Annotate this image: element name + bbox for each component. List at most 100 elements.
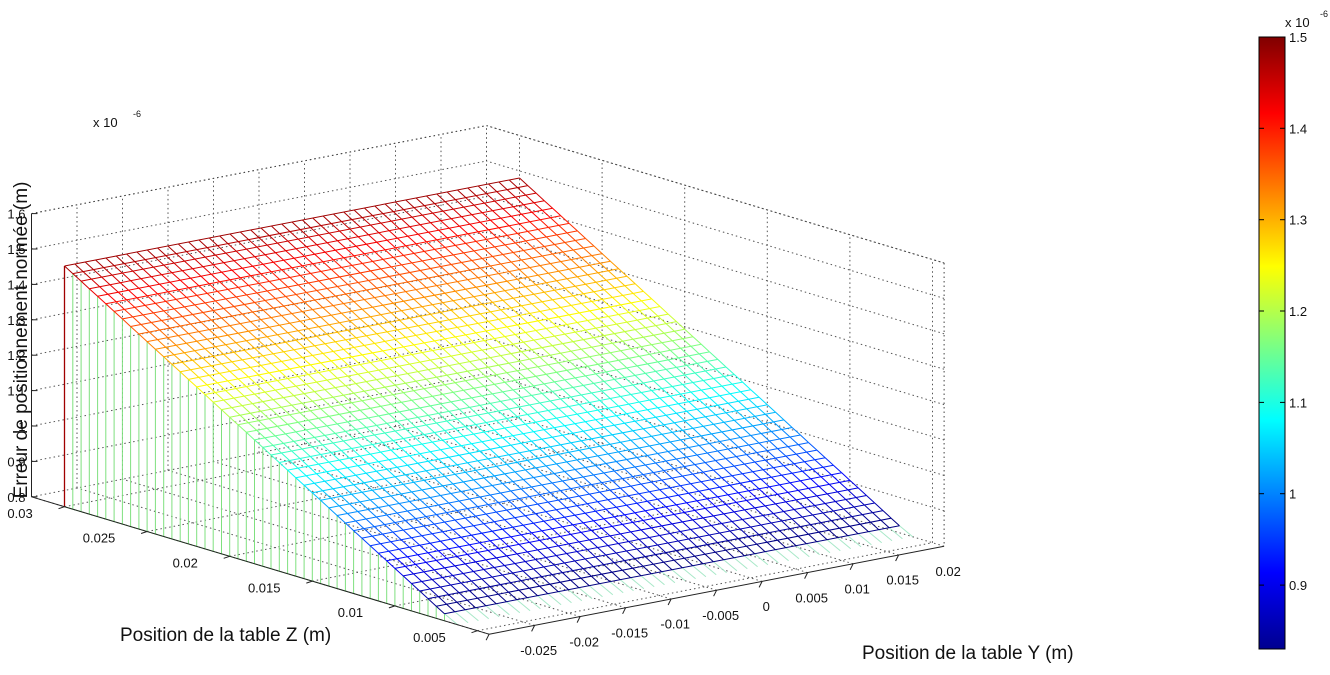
mesh-line — [159, 283, 169, 293]
mesh-line — [407, 281, 417, 290]
mesh-line — [233, 397, 243, 406]
mesh-line — [826, 493, 836, 502]
mesh-line — [795, 545, 810, 558]
grid-line — [31, 372, 487, 462]
mesh-line — [376, 241, 386, 251]
mesh-line — [560, 307, 570, 316]
mesh-line — [310, 410, 319, 419]
mesh-line — [483, 248, 493, 257]
mesh-line — [173, 354, 183, 363]
mesh-line — [456, 601, 466, 611]
mesh-line — [516, 553, 526, 562]
mesh-line — [678, 403, 688, 412]
mesh-line — [126, 299, 136, 308]
mesh-line — [605, 325, 615, 334]
mesh-line — [359, 455, 369, 465]
mesh-line — [322, 215, 332, 224]
mesh-line — [593, 291, 603, 300]
mesh-line — [442, 302, 452, 311]
mesh-line — [212, 310, 222, 319]
mesh-line — [589, 447, 599, 457]
mesh-line — [431, 533, 441, 542]
mesh-line — [528, 587, 538, 597]
mesh-line — [675, 550, 685, 559]
mesh-line — [756, 498, 766, 507]
mesh-line — [603, 289, 613, 298]
mesh-line — [417, 325, 427, 334]
mesh-line — [409, 546, 419, 556]
z-tick-label: 1.6 — [7, 207, 25, 222]
mesh-line — [558, 225, 568, 234]
mesh-line — [764, 413, 774, 423]
mesh-line — [460, 536, 470, 546]
mesh-line — [485, 513, 495, 523]
mesh-line — [580, 348, 590, 358]
mesh-line — [462, 527, 472, 536]
mesh-line — [521, 213, 531, 223]
mesh-line — [283, 259, 293, 269]
mesh-line — [649, 399, 659, 409]
mesh-line — [541, 301, 551, 310]
mesh-line — [510, 444, 520, 454]
mesh-line — [591, 301, 601, 310]
mesh-line — [223, 399, 233, 408]
mesh-line — [525, 332, 535, 341]
mesh-line — [469, 361, 479, 370]
mesh-line — [620, 533, 629, 542]
mesh-line — [574, 285, 584, 295]
mesh-line — [423, 251, 433, 260]
mesh-line — [545, 236, 555, 245]
mesh-line — [535, 330, 545, 339]
mesh-line — [533, 431, 543, 440]
mesh-line — [336, 515, 346, 524]
mesh-line — [564, 287, 574, 297]
mesh-line — [667, 451, 677, 460]
mesh-line — [390, 266, 400, 275]
mesh-line — [644, 418, 654, 428]
mesh-line — [326, 333, 336, 343]
mesh-line — [175, 344, 185, 354]
mesh-line — [553, 427, 563, 436]
mesh-line — [727, 448, 737, 457]
mesh-line — [343, 349, 353, 358]
mesh-line — [264, 300, 274, 309]
mesh-line — [581, 303, 591, 312]
mesh-line — [289, 322, 299, 332]
mesh-line — [715, 506, 725, 515]
mesh-line — [566, 415, 576, 425]
mesh-line — [258, 328, 268, 338]
mesh-line — [351, 448, 361, 457]
mesh-line — [591, 392, 601, 401]
mesh-line — [680, 439, 690, 448]
mesh-line — [206, 338, 216, 348]
mesh-line — [419, 453, 429, 462]
mesh-line — [442, 348, 452, 357]
mesh-line — [729, 530, 739, 539]
mesh-line — [215, 254, 225, 264]
mesh-line — [684, 420, 694, 429]
mesh-line — [485, 467, 495, 477]
mesh-line — [330, 452, 340, 461]
mesh-line — [376, 287, 386, 296]
mesh-line — [678, 357, 688, 366]
mesh-line — [376, 333, 386, 342]
mesh-line — [504, 565, 514, 574]
mesh-line — [132, 316, 142, 325]
mesh-line — [396, 329, 406, 338]
axes: 0.80.911.11.21.31.41.51.60.0050.010.0150… — [7, 207, 960, 658]
mesh-line — [378, 415, 388, 424]
mesh-line — [504, 290, 514, 299]
mesh-line — [653, 518, 663, 527]
mesh-line — [398, 548, 408, 558]
mesh-line — [400, 447, 410, 457]
mesh-line — [684, 557, 694, 567]
mesh-line — [268, 372, 278, 381]
mesh-line — [378, 232, 388, 241]
mesh-line — [171, 318, 181, 327]
mesh-line — [289, 277, 299, 286]
mesh-line — [454, 336, 464, 345]
mesh-line — [516, 599, 531, 612]
mesh-line — [483, 294, 493, 303]
mesh-line — [334, 478, 344, 488]
mesh-line — [773, 467, 783, 476]
